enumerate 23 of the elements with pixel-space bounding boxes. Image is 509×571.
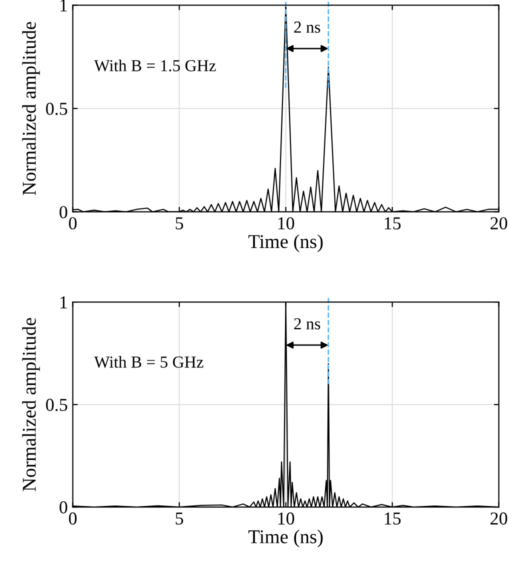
x-axis-title: Time (ns)	[248, 530, 323, 548]
y-tick-label: 1	[60, 296, 67, 308]
x-tick-label: 20	[490, 512, 508, 525]
annotation: 2 ns	[294, 318, 320, 330]
y-axis-title: Normalized amplitude	[22, 22, 40, 196]
x-tick-label: 10	[278, 512, 294, 525]
y-tick-label: 0.5	[46, 102, 68, 116]
x-tick-label: 15	[384, 512, 401, 525]
y-axis-title: Normalized amplitude	[22, 318, 40, 492]
x-axis-title: Time (ns)	[248, 234, 323, 252]
x-tick-label: 5	[176, 217, 184, 230]
y-tick-label: 0	[60, 501, 68, 514]
x-tick-label: 5	[176, 512, 184, 525]
x-tick-label: 20	[490, 217, 508, 230]
x-tick-label: 10	[278, 217, 294, 230]
y-tick-label: 0	[60, 206, 68, 218]
annotation: 2 ns	[294, 22, 320, 33]
annotation: With B = 1.5 GHz	[94, 60, 216, 72]
x-tick-label: 0	[68, 512, 77, 525]
annotation: With B = 5 GHz	[94, 356, 204, 368]
x-tick-label: 0	[68, 217, 77, 230]
x-tick-label: 15	[384, 217, 401, 230]
y-tick-label: 0.5	[46, 398, 68, 412]
